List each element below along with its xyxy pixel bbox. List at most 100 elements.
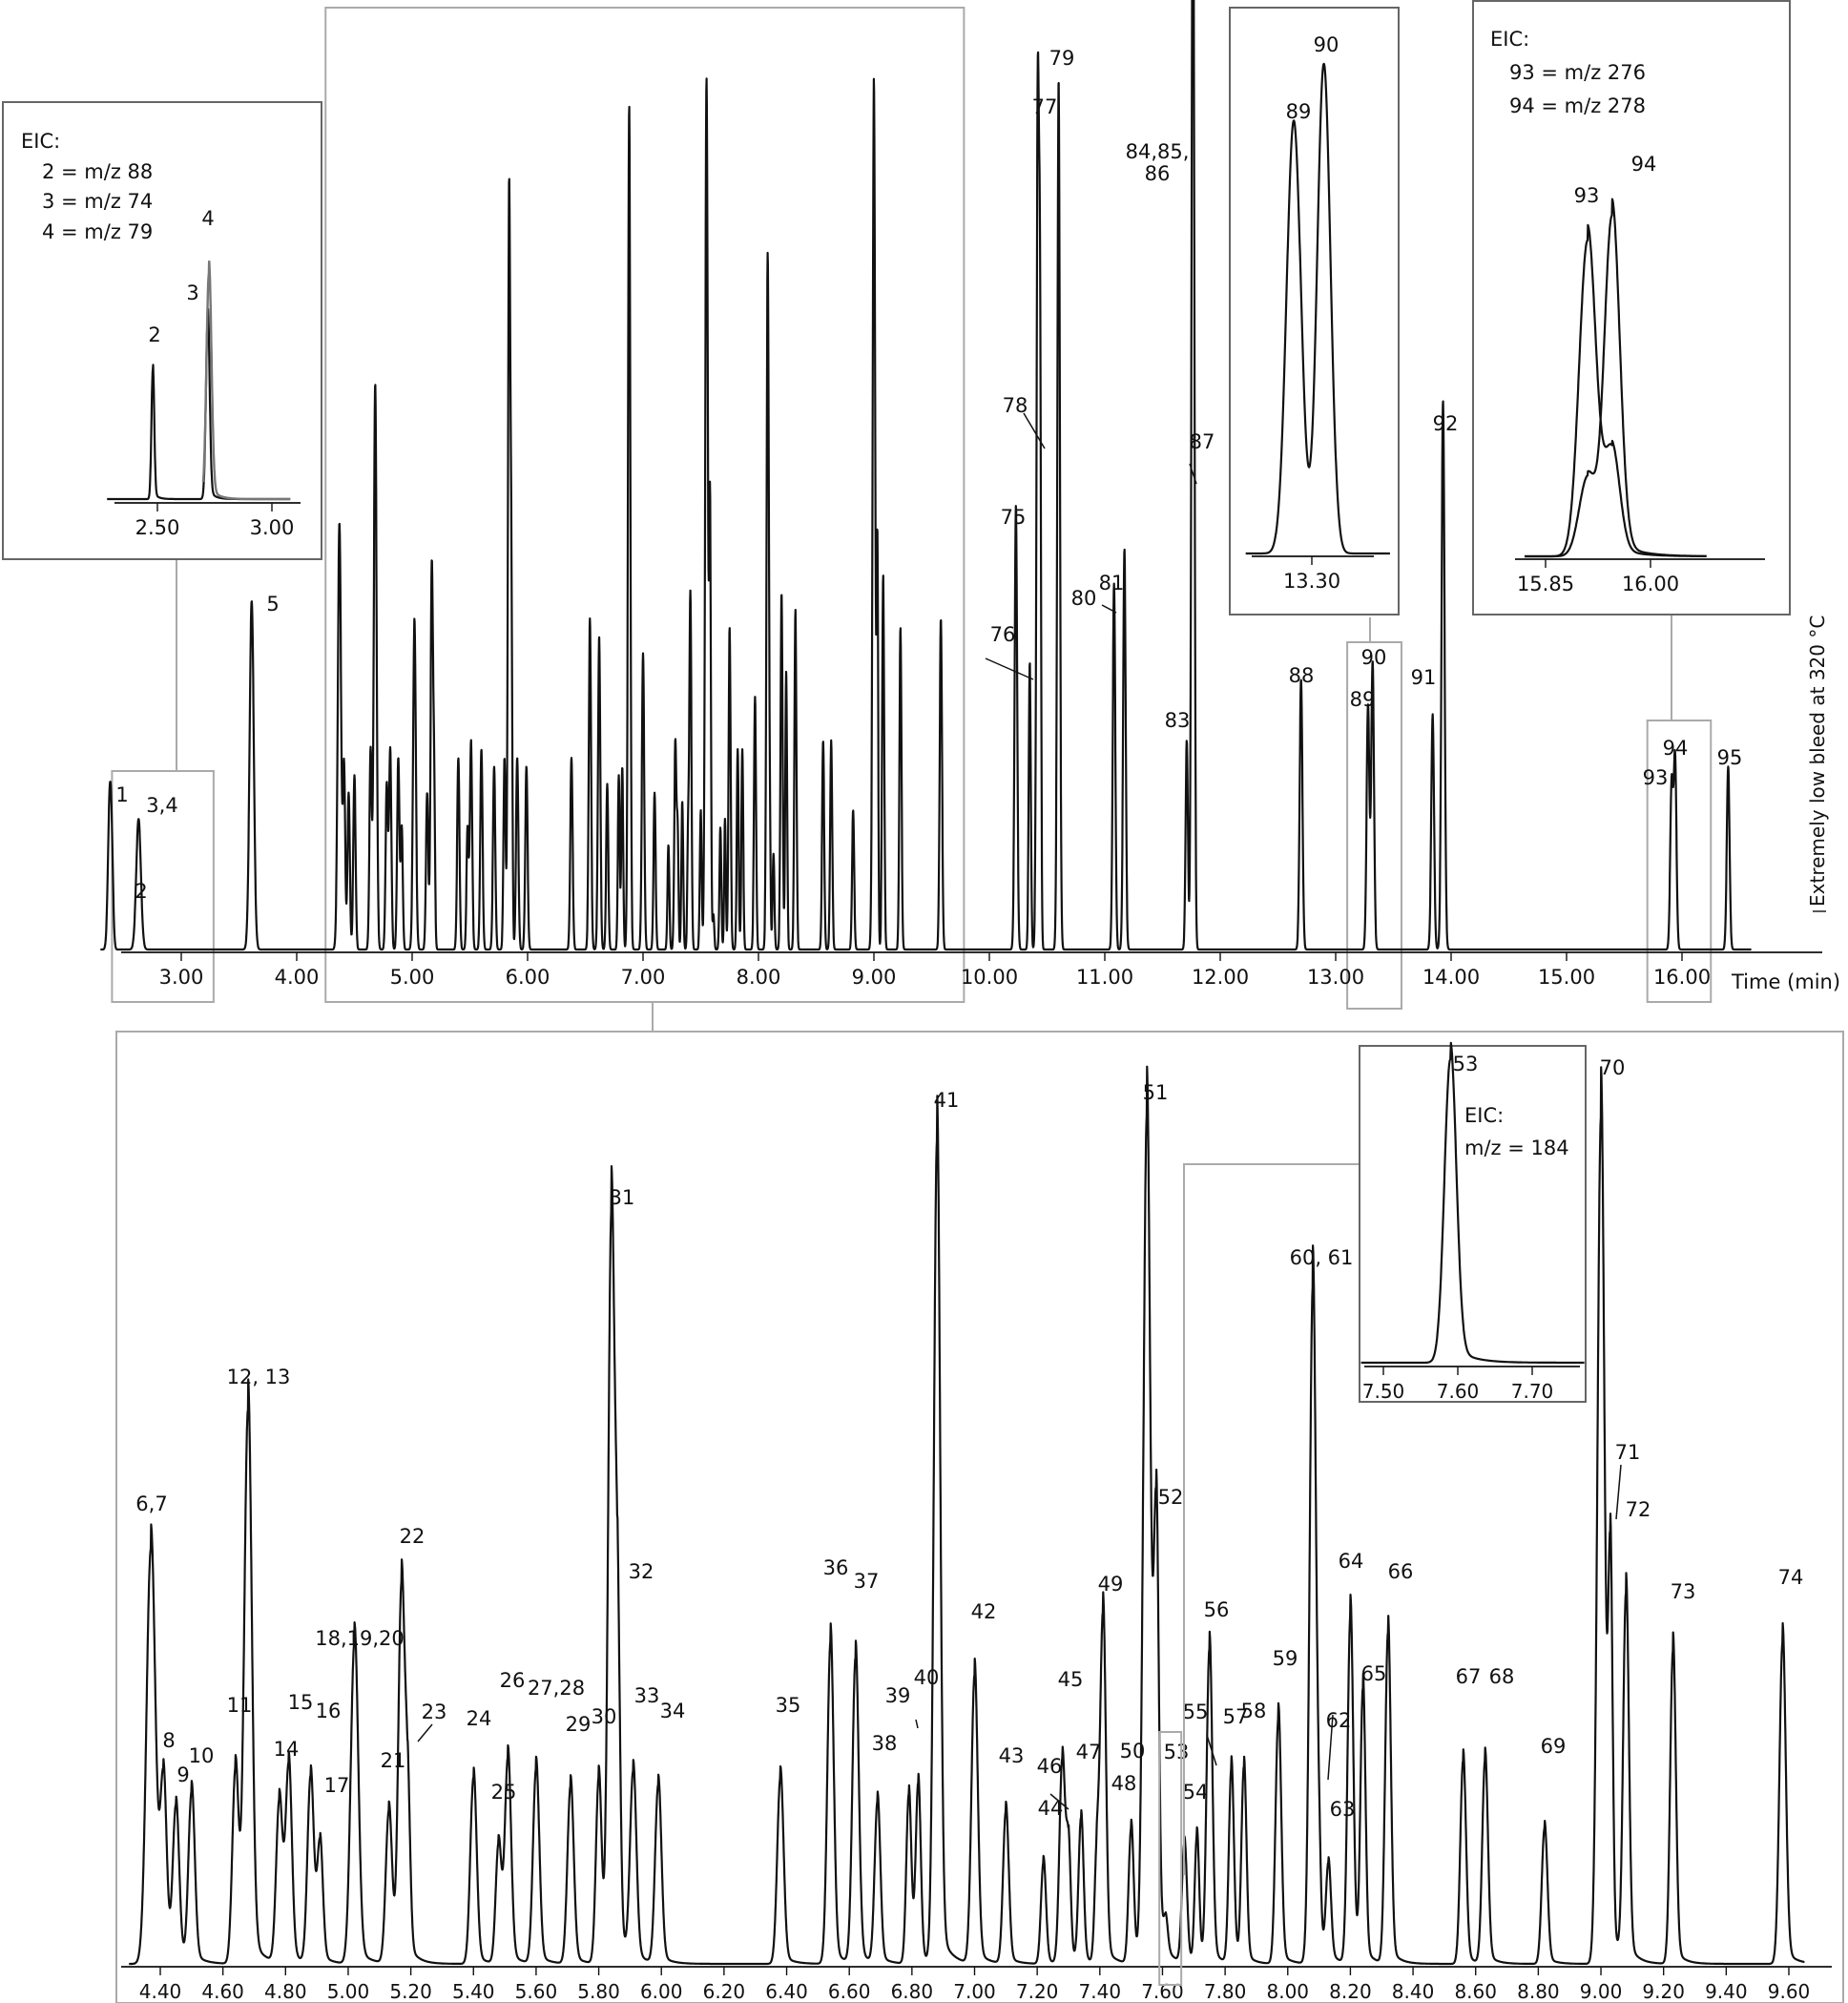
exp-peak-label: 14 bbox=[274, 1738, 300, 1761]
main-x-tick-label: 3.00 bbox=[159, 966, 204, 989]
exp-peak-label: 52 bbox=[1158, 1486, 1184, 1509]
exp-peak-label: 66 bbox=[1388, 1560, 1414, 1583]
zoom-region-53 bbox=[1158, 1731, 1183, 1986]
main-x-tick-label: 6.00 bbox=[506, 966, 550, 989]
exp-peak-label: 51 bbox=[1143, 1081, 1169, 1104]
exp-x-tick-label: 7.80 bbox=[1204, 1980, 1247, 2003]
exp-peak-label: 17 bbox=[324, 1774, 350, 1797]
main-peak-label: 93 bbox=[1643, 766, 1669, 789]
i9394-x-tick-label: 16.00 bbox=[1622, 573, 1679, 595]
zoom-region-box bbox=[1646, 720, 1713, 1003]
exp-peak-label: 47 bbox=[1076, 1741, 1102, 1763]
main-peak-label: 75 bbox=[1001, 506, 1027, 529]
exp-peak-label: 62 bbox=[1326, 1709, 1352, 1732]
exp-peak-label: 63 bbox=[1330, 1798, 1356, 1821]
main-peak-label: 90 bbox=[1361, 646, 1387, 669]
i8990-peak-label: 90 bbox=[1314, 33, 1339, 56]
exp-x-tick-label: 5.20 bbox=[389, 1980, 432, 2003]
expanded-chromatogram: 4.40 4.60 4.80 5.00 5.20 5.40 5.60 5.80 6.00 6.20… bbox=[115, 1031, 1844, 2003]
inset-9394-legend-2: 94 = m/z 278 bbox=[1509, 94, 1646, 117]
exp-peak-label: 69 bbox=[1541, 1735, 1567, 1758]
expanded-trace bbox=[128, 1065, 1806, 1966]
exp-peak-label: 48 bbox=[1111, 1772, 1137, 1795]
exp-x-tick-label: 6.60 bbox=[828, 1980, 871, 2003]
main-peak-label: 87 bbox=[1190, 430, 1215, 453]
exp-x-tick-label: 6.80 bbox=[891, 1980, 934, 2003]
i8990-peak-label: 89 bbox=[1286, 100, 1312, 123]
early-peak-label: 3 bbox=[186, 282, 198, 304]
exp-peak-label: 55 bbox=[1183, 1700, 1209, 1723]
zoom-connectors bbox=[176, 556, 1672, 1875]
main-peak-label: 76 bbox=[990, 623, 1016, 646]
exp-peak-label: 57 bbox=[1223, 1705, 1249, 1728]
zoom-region-box bbox=[1346, 641, 1402, 1010]
exp-peak-label: 72 bbox=[1626, 1498, 1651, 1521]
zoom-region-box bbox=[111, 770, 215, 1003]
exp-peak-label: 11 bbox=[227, 1694, 253, 1717]
exp-peak-label: 27,28 bbox=[528, 1677, 585, 1700]
i53-x-tick-label: 7.60 bbox=[1437, 1380, 1480, 1403]
exp-peak-label: 53 bbox=[1164, 1741, 1190, 1763]
leader-lines bbox=[417, 412, 1622, 1810]
main-x-tick-label: 9.00 bbox=[852, 966, 897, 989]
main-x-tick-label: 8.00 bbox=[737, 966, 781, 989]
exp-x-tick-label: 5.60 bbox=[515, 1980, 558, 2003]
exp-x-tick-label: 8.80 bbox=[1517, 1980, 1560, 2003]
exp-peak-label: 33 bbox=[634, 1684, 660, 1707]
main-peak-label: 88 bbox=[1289, 664, 1315, 687]
main-x-tick-label: 14.00 bbox=[1422, 966, 1480, 989]
exp-peak-label: 24 bbox=[467, 1707, 492, 1730]
main-peak-label: 84,85, bbox=[1126, 140, 1190, 163]
exp-x-tick-label: 6.40 bbox=[765, 1980, 808, 2003]
exp-peak-label: 74 bbox=[1778, 1566, 1804, 1589]
main-peak-label: 79 bbox=[1049, 47, 1075, 70]
exp-peak-label: 35 bbox=[776, 1694, 801, 1717]
i9394-peak-label: 93 bbox=[1574, 184, 1600, 207]
inset-9394-legend-1: 93 = m/z 276 bbox=[1509, 61, 1646, 84]
exp-peak-label: 46 bbox=[1037, 1755, 1063, 1778]
exp-peak-label: 45 bbox=[1058, 1668, 1084, 1691]
early-x-tick-label: 3.00 bbox=[250, 516, 295, 539]
exp-peak-label: 50 bbox=[1120, 1740, 1146, 1763]
main-peak-label: 89 bbox=[1350, 688, 1376, 711]
zoom-region-box bbox=[324, 7, 966, 1003]
inset-eic-53: EIC: m/z = 184 7.50 7.60 7.70 53 bbox=[1359, 1041, 1587, 1403]
exp-peak-label: 16 bbox=[316, 1700, 342, 1722]
exp-peak-label: 65 bbox=[1361, 1662, 1387, 1685]
main-x-tick-label: 13.00 bbox=[1307, 966, 1364, 989]
main-peak-label: 94 bbox=[1663, 737, 1689, 760]
exp-peak-label: 54 bbox=[1183, 1781, 1209, 1804]
early-peak-label: 4 bbox=[201, 207, 214, 230]
exp-x-tick-label: 8.00 bbox=[1267, 1980, 1310, 2003]
i9394-x-tick-label: 15.85 bbox=[1517, 573, 1574, 595]
exp-peak-label: 70 bbox=[1600, 1056, 1626, 1079]
exp-peak-label: 32 bbox=[629, 1560, 654, 1583]
main-peak-label: 92 bbox=[1433, 412, 1459, 435]
main-x-tick-label: 5.00 bbox=[390, 966, 435, 989]
main-peak-label: 81 bbox=[1099, 572, 1125, 595]
exp-peak-label: 71 bbox=[1615, 1441, 1641, 1464]
main-peak-label: 86 bbox=[1145, 162, 1171, 185]
main-x-tick-label: 4.00 bbox=[275, 966, 320, 989]
exp-peak-label: 39 bbox=[885, 1684, 911, 1707]
exp-x-tick-label: 7.20 bbox=[1016, 1980, 1059, 2003]
exp-x-tick-label: 7.00 bbox=[953, 1980, 996, 2003]
inset-eic-early: EIC: 2 = m/z 88 3 = m/z 74 4 = m/z 79 2.… bbox=[2, 101, 322, 560]
exp-peak-label: 29 bbox=[566, 1713, 592, 1736]
exp-peak-label: 12, 13 bbox=[227, 1366, 291, 1388]
main-x-tick-label: 15.00 bbox=[1538, 966, 1595, 989]
exp-peak-label: 43 bbox=[999, 1744, 1025, 1767]
exp-peak-label: 49 bbox=[1098, 1573, 1124, 1596]
exp-x-tick-label: 7.60 bbox=[1141, 1980, 1184, 2003]
exp-x-tick-label: 4.40 bbox=[139, 1980, 182, 2003]
inset-peaks-89-90: 13.30 89 90 bbox=[1229, 7, 1400, 616]
exp-x-tick-label: 8.40 bbox=[1392, 1980, 1435, 2003]
exp-peak-label: 68 bbox=[1489, 1665, 1515, 1688]
exp-x-tick-label: 8.60 bbox=[1454, 1980, 1497, 2003]
i53-x-tick-label: 7.70 bbox=[1511, 1380, 1554, 1403]
exp-peak-label: 6,7 bbox=[135, 1492, 167, 1515]
exp-x-tick-label: 5.80 bbox=[577, 1980, 620, 2003]
early-peak-label: 2 bbox=[148, 323, 160, 346]
main-x-tick-label: 12.00 bbox=[1192, 966, 1249, 989]
